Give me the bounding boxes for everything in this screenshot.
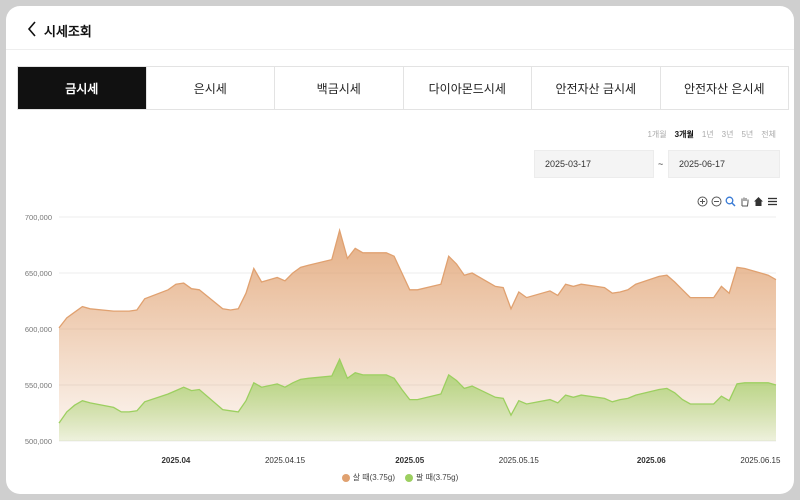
x-tick-label: 2025.05.15: [499, 456, 540, 465]
legend-dot-sell: [405, 473, 413, 482]
tab-silver[interactable]: 은시세: [147, 67, 275, 109]
period-selector: 1개월 3개월 1년 3년 5년 전체: [647, 129, 776, 140]
legend-label-sell: 팔 때(3.75g): [416, 473, 459, 482]
magnifier-icon[interactable]: [725, 196, 736, 207]
tab-diamond[interactable]: 다이아몬드시세: [404, 67, 532, 109]
chevron-left-icon: [27, 21, 36, 37]
x-tick-label: 2025.05: [395, 456, 424, 465]
chart-legend: 살 때(3.75g) 팔 때(3.75g): [6, 472, 794, 483]
legend-item-buy[interactable]: 살 때(3.75g): [341, 472, 395, 483]
legend-label-buy: 살 때(3.75g): [352, 473, 395, 482]
period-3m[interactable]: 3개월: [674, 130, 694, 139]
series-line-1: [58, 357, 777, 424]
legend-dot-buy: [341, 473, 350, 482]
tab-safe-gold[interactable]: 안전자산 금시세: [532, 67, 661, 109]
pan-hand-icon[interactable]: [739, 196, 750, 207]
zoom-in-icon[interactable]: [697, 196, 708, 207]
header: 시세조회: [6, 6, 794, 50]
price-chart[interactable]: 500,000 550,000 600,000 650,000 700,000 2025.…: [6, 206, 794, 470]
period-all[interactable]: 전체: [761, 130, 776, 139]
tab-gold[interactable]: 금시세: [18, 67, 147, 109]
period-3y[interactable]: 3년: [721, 130, 734, 139]
x-tick-label: 2025.04: [161, 456, 190, 465]
x-tick-label: 2025.04.15: [265, 456, 306, 465]
x-tick-label: 2025.06.15: [740, 456, 781, 465]
series-line-0: [58, 227, 777, 329]
y-tick-label: 700,000: [25, 213, 52, 222]
y-tick-label: 500,000: [25, 437, 52, 446]
market-tabs: 금시세 은시세 백금시세 다이아몬드시세 안전자산 금시세 안전자산 은시세: [17, 66, 789, 110]
period-5y[interactable]: 5년: [741, 130, 754, 139]
app-frame: 시세조회 금시세 은시세 백금시세 다이아몬드시세 안전자산 금시세 안전자산 …: [6, 6, 794, 494]
page-title: 시세조회: [44, 24, 92, 39]
date-range-separator: ~: [658, 159, 664, 169]
legend-item-sell[interactable]: 팔 때(3.75g): [405, 472, 458, 483]
menu-icon[interactable]: [767, 196, 778, 207]
x-tick-label: 2025.06: [637, 456, 666, 465]
home-icon[interactable]: [753, 196, 764, 207]
chart-toolbar: [697, 196, 778, 207]
y-tick-label: 650,000: [25, 269, 52, 278]
period-1m[interactable]: 1개월: [647, 130, 667, 139]
end-date-field[interactable]: 2025-06-17: [668, 150, 780, 178]
y-tick-label: 550,000: [25, 381, 52, 390]
period-1y[interactable]: 1년: [701, 130, 714, 139]
zoom-out-icon[interactable]: [711, 196, 722, 207]
start-date-field[interactable]: 2025-03-17: [534, 150, 654, 178]
tab-platinum[interactable]: 백금시세: [275, 67, 404, 109]
series-area-0: [59, 230, 776, 441]
back-button[interactable]: [22, 18, 42, 40]
tab-safe-silver[interactable]: 안전자산 은시세: [683, 81, 765, 96]
y-tick-label: 600,000: [25, 325, 52, 334]
